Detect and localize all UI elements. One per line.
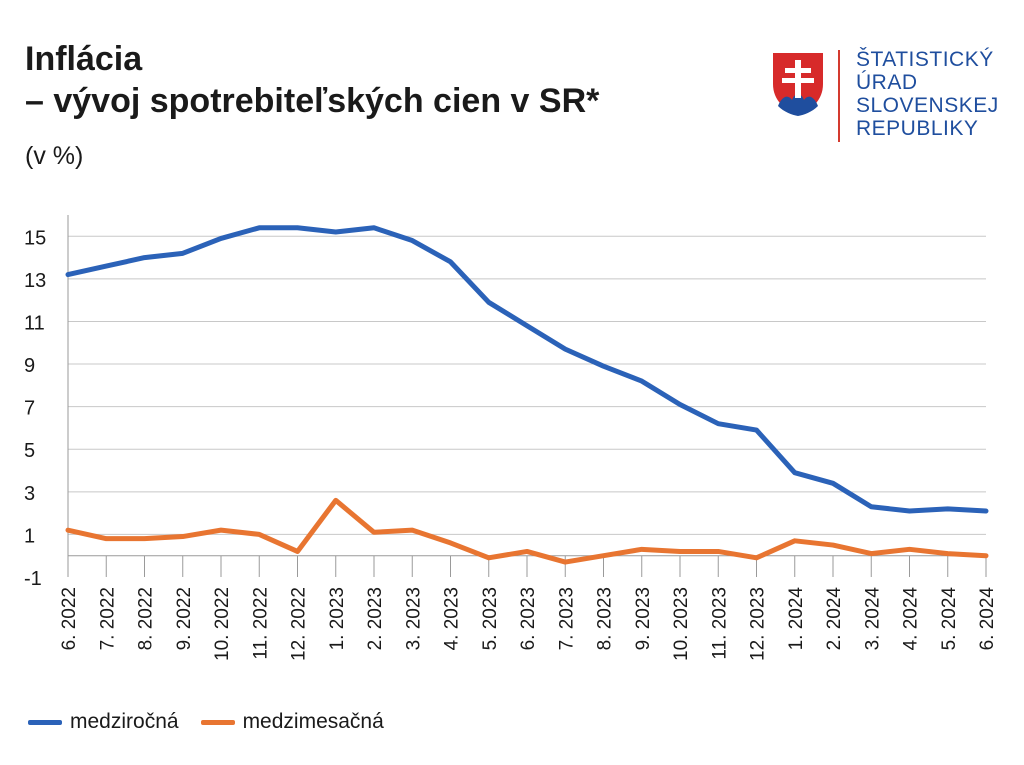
legend-item-medzirocna: medziročná bbox=[28, 710, 179, 734]
chart-legend: medziročná medzimesačná bbox=[28, 710, 406, 734]
y-tick-label: 3 bbox=[24, 483, 35, 505]
line-chart: 15 13 11 9 7 5 3 1 -1 6. 2022 7. 2022 8. 2022 9. 202… bbox=[24, 215, 998, 661]
x-tick-label: 12. 2022 bbox=[289, 587, 310, 661]
series-line-1 bbox=[65, 497, 989, 565]
y-tick-label: 5 bbox=[24, 440, 35, 462]
x-tick-label: 7. 2022 bbox=[97, 587, 118, 650]
logo-line-1: ŠTATISTICKÝ bbox=[856, 48, 994, 71]
y-tick-label: 15 bbox=[24, 227, 46, 249]
y-tick-label: 1 bbox=[24, 525, 35, 547]
chart-title-line-2: – vývoj spotrebiteľských cien v SR* bbox=[25, 82, 600, 120]
logo-text: ŠTATISTICKÝ ÚRAD SLOVENSKEJ REPUBLIKY bbox=[856, 48, 999, 140]
x-tick-label: 10. 2023 bbox=[671, 587, 692, 661]
y-tick-label: 13 bbox=[24, 270, 46, 292]
x-tick-label: 8. 2023 bbox=[595, 587, 616, 650]
logo-line-4: REPUBLIKY bbox=[856, 117, 979, 140]
chart-title-line-1: Inflácia bbox=[25, 40, 143, 78]
x-tick-label: 12. 2023 bbox=[748, 587, 769, 661]
legend-swatch-medzirocna bbox=[28, 719, 62, 725]
legend-swatch-medzimesacna bbox=[200, 719, 235, 725]
x-tick-label: 5. 2024 bbox=[939, 587, 960, 651]
x-tick-label: 3. 2024 bbox=[862, 587, 883, 651]
legend-label-medzimesacna: medzimesačná bbox=[242, 710, 384, 733]
x-tick-label: 6. 2022 bbox=[59, 587, 80, 650]
logo-divider bbox=[838, 50, 840, 142]
logo-line-3: SLOVENSKEJ bbox=[856, 94, 999, 117]
legend-label-medzirocna: medziročná bbox=[70, 710, 179, 733]
y-tick-label: 9 bbox=[24, 355, 35, 377]
x-tick-label: 8. 2022 bbox=[136, 587, 157, 650]
x-tick-label: 6. 2023 bbox=[518, 587, 539, 650]
chart-subtitle: (v %) bbox=[25, 142, 84, 170]
legend-item-medzimesacna: medzimesačná bbox=[200, 710, 384, 734]
slovak-coat-of-arms-icon bbox=[771, 51, 825, 118]
y-tick-label: 11 bbox=[24, 312, 45, 334]
logo-line-2: ÚRAD bbox=[856, 71, 918, 94]
series-line-0 bbox=[65, 225, 989, 514]
x-tick-label: 2. 2023 bbox=[365, 587, 386, 650]
x-tick-label: 2. 2024 bbox=[824, 587, 845, 651]
x-tick-label: 4. 2024 bbox=[901, 587, 922, 651]
x-tick-label: 11. 2022 bbox=[250, 587, 271, 660]
x-tick-label: 6. 2024 bbox=[977, 587, 998, 651]
x-tick-label: 1. 2023 bbox=[327, 587, 348, 650]
statistics-office-logo: ŠTATISTICKÝ ÚRAD SLOVENSKEJ REPUBLIKY bbox=[770, 48, 1010, 148]
x-tick-label: 5. 2023 bbox=[480, 587, 501, 650]
x-tick-label: 9. 2022 bbox=[174, 587, 195, 650]
x-tick-label: 9. 2023 bbox=[633, 587, 654, 650]
x-tick-label: 11. 2023 bbox=[709, 587, 730, 660]
x-tick-label: 7. 2023 bbox=[556, 587, 577, 650]
x-tick-label: 1. 2024 bbox=[786, 587, 807, 651]
y-tick-label: -1 bbox=[24, 568, 42, 590]
y-tick-label: 7 bbox=[24, 398, 35, 420]
chart-title: Inflácia – vývoj spotrebiteľských cien v… bbox=[25, 38, 599, 122]
x-tick-label: 10. 2022 bbox=[212, 587, 233, 661]
x-tick-label: 3. 2023 bbox=[403, 587, 424, 650]
x-tick-label: 4. 2023 bbox=[442, 587, 463, 650]
